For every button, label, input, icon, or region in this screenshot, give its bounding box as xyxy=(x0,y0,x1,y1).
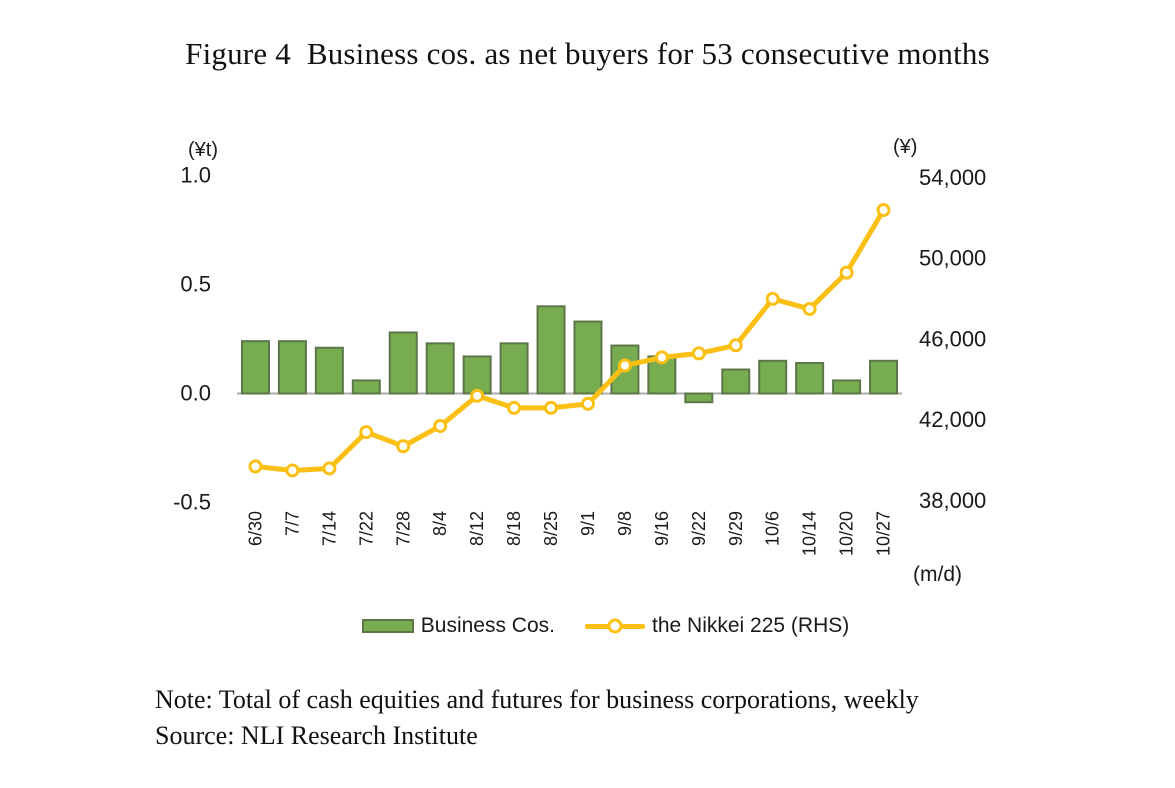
bar-8/25 xyxy=(536,305,566,395)
bar-7/7 xyxy=(277,340,307,395)
nikkei-marker-10/6 xyxy=(765,291,780,306)
legend-item-nikkei: the Nikkei 225 (RHS) xyxy=(585,614,849,638)
figure-title: Figure 4 Business cos. as net buyers for… xyxy=(185,36,990,71)
x-axis-date-label: 10/20 xyxy=(837,511,857,556)
right-axis-tick: 42,000 xyxy=(919,407,986,432)
bar-8/18 xyxy=(499,342,529,395)
bar-8/12 xyxy=(462,355,492,395)
right-axis-tick: 54,000 xyxy=(919,165,986,190)
x-axis-date-label: 9/22 xyxy=(689,511,709,546)
left-axis-tick: -0.5 xyxy=(173,490,211,515)
note-text: Note: Total of cash equities and futures… xyxy=(155,685,919,714)
bar-9/29 xyxy=(721,368,751,395)
chart-canvas: (¥t) (¥) 1.0 0.5 0.0 -0.5 54,000 50,000 46,000 42… xyxy=(173,136,986,586)
nikkei-marker-9/1 xyxy=(580,396,595,411)
x-axis-date-label: 9/16 xyxy=(652,511,672,546)
right-axis-unit: (¥) xyxy=(893,136,917,158)
note-source-block: Note: Total of cash equities and futures… xyxy=(155,682,919,754)
bar-10/27 xyxy=(869,359,899,395)
x-axis-date-label: 7/14 xyxy=(319,511,339,546)
nikkei-line xyxy=(252,207,887,473)
x-axis-date-label: 7/28 xyxy=(393,511,413,546)
x-axis-date-label: 10/14 xyxy=(800,511,820,556)
bar-7/14 xyxy=(314,346,344,395)
line-series-swatch-icon xyxy=(585,618,645,634)
left-axis-tick: 0.5 xyxy=(180,272,211,297)
left-axis-tick: 1.0 xyxy=(180,163,211,188)
nikkei-marker-10/14 xyxy=(802,301,817,316)
x-axis-date-label: 8/18 xyxy=(504,511,524,546)
right-axis-tick: 46,000 xyxy=(919,326,986,351)
x-axis-date-label: 8/25 xyxy=(541,511,561,546)
legend-label-business-cos: Business Cos. xyxy=(420,614,555,637)
nikkei-marker-8/25 xyxy=(544,400,559,415)
bar-7/28 xyxy=(388,331,418,395)
legend-item-business-cos: Business Cos. xyxy=(361,614,555,638)
bar-8/4 xyxy=(425,342,455,395)
nikkei-marker-9/16 xyxy=(654,350,669,365)
source-text: Source: NLI Research Institute xyxy=(155,721,478,750)
left-axis-tick: 0.0 xyxy=(180,381,211,406)
bar-7/22 xyxy=(351,379,381,395)
bar-10/14 xyxy=(795,361,825,395)
nikkei-marker-8/12 xyxy=(470,388,485,403)
nikkei-marker-7/7 xyxy=(285,463,300,478)
legend-label-nikkei: the Nikkei 225 (RHS) xyxy=(652,614,850,637)
x-axis-unit: (m/d) xyxy=(913,563,962,586)
nikkei-marker-7/28 xyxy=(396,439,411,454)
bar-10/20 xyxy=(832,379,862,395)
nikkei-marker-10/27 xyxy=(876,203,891,218)
bar-series-swatch-icon xyxy=(361,619,414,633)
chart-legend: Business Cos. the Nikkei 225 (RHS) xyxy=(18,614,1175,638)
line-marker-icon xyxy=(607,618,623,634)
nikkei-marker-7/22 xyxy=(359,425,374,440)
nikkei-marker-10/20 xyxy=(839,265,854,280)
bar-6/30 xyxy=(240,340,270,395)
nikkei-marker-9/8 xyxy=(617,358,632,373)
x-axis-date-label: 6/30 xyxy=(245,511,265,546)
left-axis-unit: (¥t) xyxy=(188,139,218,161)
x-axis-date-label: 10/27 xyxy=(874,511,894,556)
nikkei-marker-7/14 xyxy=(322,461,337,476)
x-axis-date-label: 9/29 xyxy=(726,511,746,546)
nikkei-marker-8/4 xyxy=(433,419,448,434)
nikkei-marker-9/22 xyxy=(691,346,706,361)
x-axis-date-label: 9/8 xyxy=(615,511,635,536)
nikkei-marker-6/30 xyxy=(248,459,263,474)
x-axis-date-label: 7/7 xyxy=(282,511,302,536)
bar-9/1 xyxy=(573,320,603,395)
x-axis-date-label: 10/6 xyxy=(763,511,783,546)
x-axis-date-label: 8/12 xyxy=(467,511,487,546)
right-axis-tick: 38,000 xyxy=(919,488,986,513)
x-axis-date-label: 9/1 xyxy=(578,511,598,536)
right-axis-tick: 50,000 xyxy=(919,246,986,271)
bar-10/6 xyxy=(758,359,788,395)
bar-9/22 xyxy=(684,392,714,404)
x-axis-date-label: 7/22 xyxy=(356,511,376,546)
x-axis-date-label: 8/4 xyxy=(430,511,450,536)
nikkei-marker-9/29 xyxy=(728,338,743,353)
nikkei-marker-8/18 xyxy=(507,400,522,415)
